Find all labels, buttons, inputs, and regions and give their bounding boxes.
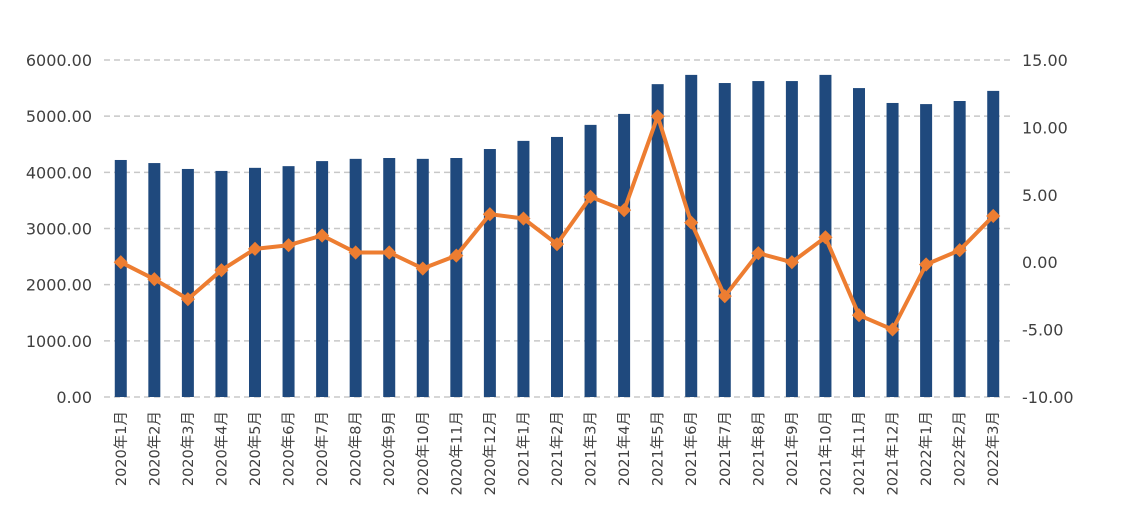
x-tick-label: 2021年6月 xyxy=(683,411,700,486)
bar xyxy=(685,74,698,398)
x-tick-label: 2020年4月 xyxy=(213,411,230,486)
x-tick-label: 2021年12月 xyxy=(885,411,902,495)
line-point xyxy=(449,248,464,263)
line-point xyxy=(415,261,430,276)
x-tick-label: 2021年1月 xyxy=(515,411,532,486)
bar xyxy=(920,104,933,398)
right-tick-label: 0.00 xyxy=(1022,253,1058,272)
line-point xyxy=(919,257,934,272)
line-point xyxy=(684,215,699,230)
bar xyxy=(483,149,496,397)
bar xyxy=(215,170,228,397)
line-series xyxy=(113,109,1001,337)
x-tick-label: 2021年5月 xyxy=(650,411,667,486)
x-tick-label: 2021年3月 xyxy=(583,411,600,486)
bar xyxy=(987,90,1000,398)
line-point xyxy=(482,207,497,222)
line-point xyxy=(583,189,598,204)
bar xyxy=(383,158,396,397)
bar xyxy=(450,158,463,397)
bar xyxy=(181,168,194,397)
line-point xyxy=(650,109,665,124)
left-tick-label: 1000.00 xyxy=(26,332,92,351)
line-point xyxy=(516,211,531,226)
x-tick-label: 2021年11月 xyxy=(851,411,868,495)
line-point xyxy=(147,272,162,287)
right-tick-label: 10.00 xyxy=(1022,118,1068,137)
x-tick-label: 2020年9月 xyxy=(381,411,398,486)
x-tick-label: 2020年7月 xyxy=(314,411,331,486)
line-point xyxy=(281,238,296,253)
bar-series xyxy=(114,74,1000,398)
line-point xyxy=(851,308,867,323)
bar xyxy=(886,102,899,397)
x-tick-label: 2021年10月 xyxy=(817,411,834,495)
left-tick-label: 2000.00 xyxy=(26,276,92,295)
x-tick-label: 2020年5月 xyxy=(247,411,264,486)
bar xyxy=(517,140,530,397)
line-point xyxy=(348,245,363,260)
left-tick-label: 4000.00 xyxy=(26,163,92,182)
right-tick-label: 5.00 xyxy=(1022,186,1058,205)
x-tick-label: 2021年4月 xyxy=(616,411,633,486)
bar xyxy=(416,158,429,397)
line-point xyxy=(751,246,766,261)
bar xyxy=(316,161,329,397)
line-point xyxy=(952,243,967,258)
bar xyxy=(785,81,798,397)
x-tick-label: 2020年11月 xyxy=(448,411,465,495)
left-axis-ticks: 0.00 1000.00 2000.00 3000.00 4000.00 5000.00 6… xyxy=(26,51,92,407)
line-point xyxy=(717,289,732,304)
right-axis-ticks: -10.00 -5.00 0.00 5.00 10.00 15.00 xyxy=(1022,51,1074,407)
x-tick-label: 2020年6月 xyxy=(281,411,298,486)
x-axis-ticks: 2020年1月 2020年2月 2020年3月 2020年4月 2020年5月 2020年… xyxy=(113,411,1002,495)
x-tick-label: 2020年2月 xyxy=(146,411,163,486)
x-tick-label: 2021年8月 xyxy=(750,411,767,486)
line-point xyxy=(549,237,565,252)
bar xyxy=(551,136,563,397)
bar xyxy=(349,158,362,397)
line-point xyxy=(180,292,195,307)
x-tick-label: 2020年8月 xyxy=(348,411,365,486)
right-tick-label: -10.00 xyxy=(1022,388,1074,407)
line-point xyxy=(885,322,900,337)
line-point xyxy=(247,241,263,256)
bar xyxy=(752,81,765,397)
bar xyxy=(584,124,597,397)
line-point xyxy=(617,203,632,218)
bar xyxy=(853,88,865,397)
bar xyxy=(618,113,631,398)
x-tick-label: 2021年7月 xyxy=(717,411,734,486)
right-tick-label: 15.00 xyxy=(1022,51,1068,70)
left-tick-label: 0.00 xyxy=(56,388,92,407)
line-point xyxy=(382,245,397,260)
left-tick-label: 6000.00 xyxy=(26,51,92,70)
x-tick-label: 2020年12月 xyxy=(482,411,499,495)
line-point xyxy=(784,255,799,270)
bar xyxy=(114,159,127,397)
line-point xyxy=(818,230,833,245)
x-tick-label: 2022年3月 xyxy=(985,411,1002,486)
line-point xyxy=(986,208,1001,224)
x-tick-label: 2020年10月 xyxy=(415,411,432,495)
x-tick-label: 2020年1月 xyxy=(113,411,130,486)
line-point xyxy=(113,255,128,270)
bar xyxy=(718,83,731,398)
x-tick-label: 2021年2月 xyxy=(549,411,566,486)
x-tick-label: 2021年9月 xyxy=(784,411,801,486)
line-point xyxy=(214,263,229,278)
left-tick-label: 3000.00 xyxy=(26,220,92,239)
right-tick-label: -5.00 xyxy=(1022,321,1063,340)
line-point xyxy=(315,228,330,243)
x-tick-label: 2020年3月 xyxy=(180,411,197,486)
x-tick-label: 2022年2月 xyxy=(952,411,969,486)
x-tick-label: 2022年1月 xyxy=(918,411,935,486)
bar xyxy=(249,167,261,397)
bar xyxy=(651,84,664,397)
bar xyxy=(282,166,295,397)
left-tick-label: 5000.00 xyxy=(26,107,92,126)
